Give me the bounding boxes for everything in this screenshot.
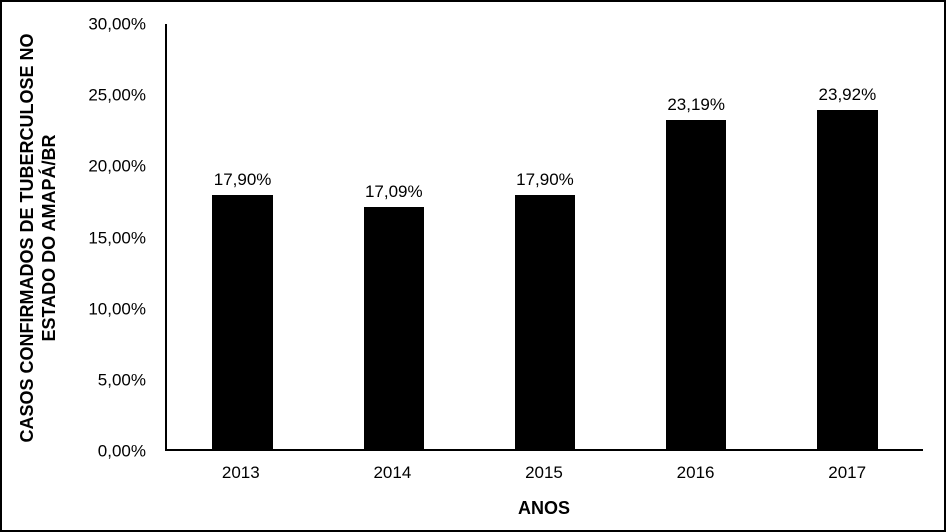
bar-slot-2014: 17,09% bbox=[318, 24, 469, 449]
bar-2015 bbox=[514, 195, 576, 449]
data-label-2013: 17,90% bbox=[213, 170, 272, 190]
data-label-2017: 23,92% bbox=[818, 85, 877, 105]
bar-slot-2016: 23,19% bbox=[621, 24, 772, 449]
y-tick-label: 30,00% bbox=[88, 14, 146, 34]
x-tick-label-2015: 2015 bbox=[525, 463, 563, 482]
bar-slot-2017: 23,92% bbox=[772, 24, 923, 449]
x-tick-label-2017: 2017 bbox=[828, 463, 867, 482]
bar-2017 bbox=[817, 110, 878, 449]
data-label-2014: 17,09% bbox=[364, 181, 423, 201]
x-axis-title: ANOS bbox=[517, 498, 570, 518]
x-tick-label-2014: 2014 bbox=[373, 463, 412, 482]
y-axis-tick-labels: 0,00% 5,00% 10,00% 15,00% 20,00% 25,00% 30,00% bbox=[2, 16, 146, 460]
x-tick-label-2013: 2013 bbox=[221, 463, 260, 482]
y-tick-label: 15,00% bbox=[88, 228, 146, 247]
x-axis-tick-labels: 2013 2014 2015 2016 2017 bbox=[165, 460, 923, 486]
y-tick-label: 25,00% bbox=[88, 85, 146, 105]
data-label-2016: 23,19% bbox=[667, 95, 726, 115]
bar-2016 bbox=[665, 120, 727, 449]
bar-2014 bbox=[363, 206, 424, 449]
data-label-2015: 17,90% bbox=[516, 170, 574, 190]
y-tick-label: 20,00% bbox=[88, 156, 146, 176]
y-tick-label: 0,00% bbox=[97, 441, 146, 461]
y-tick-label: 10,00% bbox=[88, 299, 146, 319]
bar-slot-2013: 17,90% bbox=[167, 24, 318, 449]
plot-area: 17,90% 17,09% 17,90% 23,19% 23,92% bbox=[165, 24, 923, 451]
y-tick-label: 5,00% bbox=[97, 370, 146, 390]
x-tick-label-2016: 2016 bbox=[676, 463, 715, 482]
bar-slot-2015: 17,90% bbox=[469, 24, 620, 449]
bar-2013 bbox=[212, 195, 273, 449]
